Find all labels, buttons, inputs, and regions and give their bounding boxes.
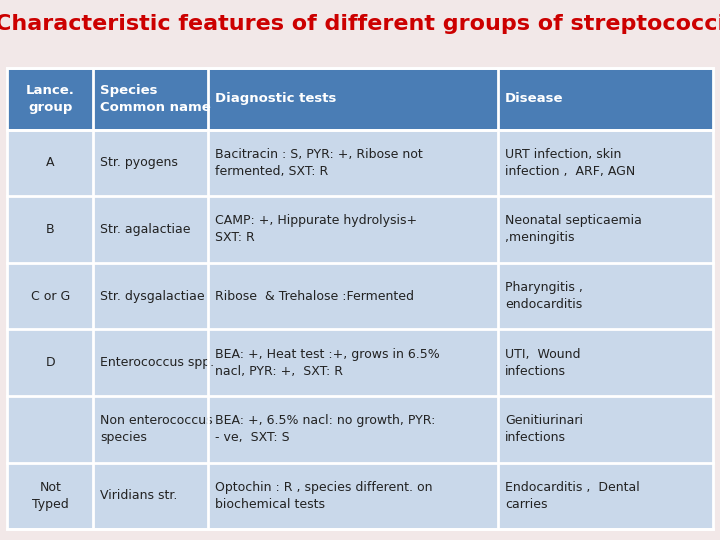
Bar [7, 463, 713, 529]
Text: Diagnostic tests: Diagnostic tests [215, 92, 337, 105]
Text: BEA: +, 6.5% nacl: no growth, PYR:
- ve,  SXT: S: BEA: +, 6.5% nacl: no growth, PYR: - ve,… [215, 414, 436, 444]
Text: Pharyngitis ,
endocarditis: Pharyngitis , endocarditis [505, 281, 582, 311]
Bar [7, 68, 713, 130]
Text: Enterococcus spp.: Enterococcus spp. [101, 356, 215, 369]
Text: Endocarditis ,  Dental
carries: Endocarditis , Dental carries [505, 481, 639, 511]
Text: Non enterococcus
species: Non enterococcus species [101, 414, 213, 444]
Text: Not
Typed: Not Typed [32, 481, 68, 511]
Text: Genitiurinari
infections: Genitiurinari infections [505, 414, 582, 444]
Bar [7, 396, 713, 463]
Text: Optochin : R , species different. on
biochemical tests: Optochin : R , species different. on bio… [215, 481, 433, 511]
Text: BEA: +, Heat test :+, grows in 6.5%
nacl, PYR: +,  SXT: R: BEA: +, Heat test :+, grows in 6.5% nacl… [215, 348, 440, 377]
Text: Str. pyogens: Str. pyogens [101, 157, 179, 170]
Text: Characteristic features of different groups of streptococci: Characteristic features of different gro… [0, 14, 720, 33]
Bar [7, 329, 713, 396]
Text: Species
Common name: Species Common name [101, 84, 211, 113]
Text: D: D [45, 356, 55, 369]
Text: Bacitracin : S, PYR: +, Ribose not
fermented, SXT: R: Bacitracin : S, PYR: +, Ribose not ferme… [215, 148, 423, 178]
Text: Str. agalactiae: Str. agalactiae [101, 223, 191, 236]
Bar [7, 196, 713, 263]
Text: CAMP: +, Hippurate hydrolysis+
SXT: R: CAMP: +, Hippurate hydrolysis+ SXT: R [215, 214, 418, 245]
Text: Ribose  & Trehalose :Fermented: Ribose & Trehalose :Fermented [215, 289, 415, 302]
Text: C or G: C or G [31, 289, 70, 302]
Bar [7, 130, 713, 196]
Text: UTI,  Wound
infections: UTI, Wound infections [505, 348, 580, 377]
Text: Viridians str.: Viridians str. [101, 489, 178, 502]
Bar [7, 263, 713, 329]
Text: URT infection, skin
infection ,  ARF, AGN: URT infection, skin infection , ARF, AGN [505, 148, 635, 178]
Text: Lance.
group: Lance. group [26, 84, 75, 113]
Text: Str. dysgalactiae: Str. dysgalactiae [101, 289, 205, 302]
Text: Neonatal septicaemia
,meningitis: Neonatal septicaemia ,meningitis [505, 214, 642, 245]
Text: Disease: Disease [505, 92, 563, 105]
Text: A: A [46, 157, 55, 170]
Text: B: B [46, 223, 55, 236]
Bar [7, 68, 713, 529]
